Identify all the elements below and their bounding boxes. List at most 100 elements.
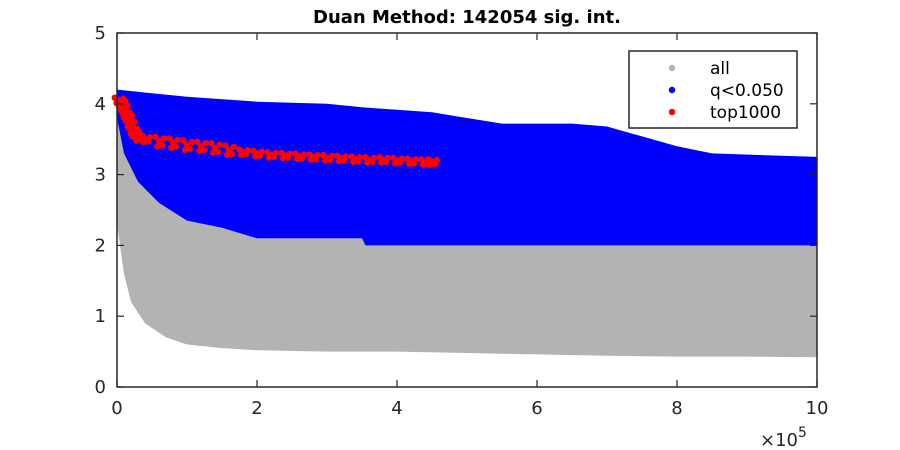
top1000-point xyxy=(378,159,385,166)
top1000-point xyxy=(252,153,259,160)
top1000-point xyxy=(370,154,377,162)
top1000-point xyxy=(120,112,128,119)
top1000-point xyxy=(292,150,299,157)
top1000-point xyxy=(228,150,236,157)
legend-box xyxy=(628,50,798,129)
x-tick-label: 6 xyxy=(531,398,542,419)
x-tick-label: 8 xyxy=(671,398,682,419)
top1000-point xyxy=(250,147,257,154)
top1000-point xyxy=(404,155,411,162)
top1000-point xyxy=(202,140,209,147)
top1000-point xyxy=(136,128,143,135)
top1000-point xyxy=(280,155,287,162)
top1000-point xyxy=(138,133,145,140)
top1000-point xyxy=(168,144,175,151)
top1000-point xyxy=(390,154,397,162)
top1000-point xyxy=(350,158,357,166)
top1000-point xyxy=(196,148,203,155)
top1000-point xyxy=(224,151,231,158)
legend-marker xyxy=(668,86,676,94)
top1000-point xyxy=(158,142,166,149)
top1000-point xyxy=(131,132,138,139)
series-top1000 xyxy=(111,94,440,168)
top1000-point xyxy=(258,148,265,155)
chart-title: Duan Method: 142054 sig. int. xyxy=(313,7,621,28)
axes xyxy=(116,32,818,388)
top1000-point xyxy=(320,151,327,159)
top1000-point xyxy=(180,137,187,144)
top1000-point xyxy=(433,157,440,164)
top1000-point xyxy=(306,151,313,158)
top1000-point xyxy=(308,156,315,163)
y-tick-label: 0 xyxy=(95,377,106,398)
top1000-point xyxy=(238,151,245,158)
top1000-point xyxy=(124,102,131,109)
top1000-point xyxy=(122,97,129,104)
top1000-point xyxy=(230,143,237,150)
top1000-point xyxy=(300,151,307,158)
ticks: 0 2 4 6 8 10 0 1 2 3 4 5 xyxy=(95,23,829,419)
x-exponent-label: ×105 xyxy=(760,425,807,450)
top1000-point xyxy=(244,147,251,154)
top1000-point xyxy=(322,157,329,164)
top1000-point xyxy=(216,141,223,148)
top1000-point xyxy=(286,150,293,157)
top1000-point xyxy=(336,157,343,165)
top1000-point xyxy=(160,135,167,142)
axes-box xyxy=(116,32,818,388)
x-tick-label: 0 xyxy=(111,398,122,419)
x-tick-label: 4 xyxy=(391,398,402,419)
top1000-point xyxy=(278,149,285,157)
top1000-point xyxy=(384,154,391,162)
top1000-point xyxy=(328,152,335,160)
top1000-point xyxy=(182,146,189,153)
top1000-point xyxy=(362,154,369,161)
top1000-point xyxy=(412,156,419,163)
legend-marker xyxy=(668,108,676,116)
top1000-point xyxy=(194,138,201,145)
y-tick-label: 1 xyxy=(95,306,106,327)
top1000-point xyxy=(420,161,427,168)
top1000-point xyxy=(131,118,138,126)
top1000-point xyxy=(133,137,140,144)
top1000-point xyxy=(146,134,153,141)
top1000-point xyxy=(210,149,217,156)
top1000-point xyxy=(186,145,194,152)
top1000-point xyxy=(208,140,215,147)
top1000-point xyxy=(188,138,195,146)
top1000-point xyxy=(398,155,405,162)
significant-points-band xyxy=(117,89,817,246)
x-tick-label: 2 xyxy=(251,398,262,419)
top1000-point xyxy=(342,153,349,160)
top1000-point xyxy=(122,117,130,125)
top1000-point xyxy=(392,160,399,167)
top1000-point xyxy=(425,156,432,163)
top1000-point xyxy=(406,160,413,168)
top1000-point xyxy=(214,148,222,155)
top1000-point xyxy=(200,147,208,154)
top1000-point xyxy=(174,136,181,143)
top1000-point xyxy=(152,133,159,141)
legend-label: all xyxy=(710,59,730,79)
top1000-point xyxy=(376,154,383,161)
top1000-point xyxy=(140,138,147,146)
legend-label: q<0.050 xyxy=(710,81,784,101)
top1000-point xyxy=(364,159,371,166)
series-q-significant xyxy=(117,89,817,246)
top1000-point xyxy=(314,152,321,159)
x-tick-label: 10 xyxy=(806,398,829,419)
top1000-point xyxy=(222,142,229,149)
top1000-point xyxy=(272,149,279,157)
top1000-point xyxy=(266,154,273,161)
top1000-point xyxy=(334,152,341,159)
top1000-point xyxy=(356,154,363,161)
top1000-point xyxy=(348,153,355,160)
top1000-point xyxy=(166,135,173,142)
y-tick-label: 2 xyxy=(95,235,106,256)
top1000-point xyxy=(264,149,271,156)
top1000-point xyxy=(129,113,136,120)
top1000-point xyxy=(172,143,180,150)
top1000-point xyxy=(154,143,161,150)
